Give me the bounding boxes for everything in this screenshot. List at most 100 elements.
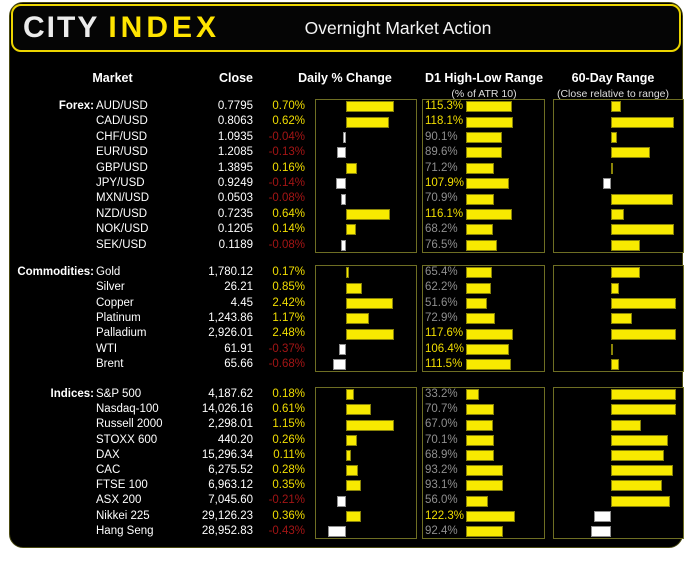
market-name: Copper (96, 296, 134, 309)
d1-pct-value: 72.9% (425, 312, 458, 325)
d1-range-bar (466, 297, 487, 309)
d1-pct-value: 70.7% (425, 403, 458, 416)
daily-change-bar (346, 449, 351, 461)
daily-pct-value: 0.64% (272, 207, 305, 220)
daily-pct-value: 0.70% (272, 100, 305, 112)
market-name: CHF/USD (96, 130, 148, 143)
d1-pct-value: 68.2% (425, 223, 458, 236)
close-value: 0.7795 (217, 100, 253, 112)
d1-pct-value: 65.4% (425, 266, 458, 278)
section-label: Forex: (58, 100, 94, 112)
close-value: 61.91 (224, 342, 253, 355)
daily-change-bar (337, 147, 346, 159)
daily-change-bar (346, 465, 358, 477)
daily-change-bar (346, 209, 390, 220)
daily-change-bar (346, 434, 357, 446)
close-value: 0.1205 (217, 223, 253, 236)
market-name: Brent (96, 358, 124, 371)
market-name: EUR/USD (96, 146, 148, 159)
market-name: NOK/USD (96, 223, 149, 236)
daily-pct-value: -0.43% (268, 524, 305, 537)
market-name: NZD/USD (96, 207, 148, 220)
d1-range-bar (466, 404, 495, 416)
daily-pct-value: 0.17% (272, 266, 305, 278)
daily-change-bar (346, 328, 394, 340)
close-value: 2,926.01 (208, 327, 253, 340)
close-value: 2,298.01 (208, 418, 253, 431)
d1-range-bar (466, 147, 502, 159)
d1-range-bar (466, 178, 510, 190)
market-name: Platinum (96, 312, 141, 325)
close-value: 0.0503 (217, 192, 253, 205)
range60-bar (611, 434, 668, 446)
daily-pct-value: 2.42% (272, 296, 305, 309)
range60-bar (590, 525, 611, 537)
close-value: 1.0935 (217, 130, 253, 143)
section-label: Commodities: (17, 266, 94, 278)
range60-bar (611, 389, 676, 401)
d1-range-bar (466, 239, 497, 251)
d1-range-bar (466, 224, 494, 236)
d1-range-bar (466, 116, 514, 128)
range60-bar (611, 147, 650, 159)
market-name: JPY/USD (96, 177, 145, 189)
range60-bar (611, 465, 673, 477)
daily-pct-value: -0.14% (268, 177, 305, 189)
daily-change-bar (346, 101, 394, 113)
close-value: 4.45 (230, 296, 253, 309)
daily-change-bar (336, 178, 346, 190)
close-value: 26.21 (224, 281, 253, 294)
d1-pct-value: 93.1% (425, 479, 458, 492)
column-header-60day: 60-Day Range (571, 71, 655, 85)
logo-city-text: CITY (23, 11, 100, 44)
close-value: 6,275.52 (208, 464, 253, 476)
market-name: Palladium (96, 327, 147, 340)
daily-pct-value: 1.17% (272, 312, 305, 325)
close-value: 0.8063 (217, 115, 253, 128)
range60-bar (594, 510, 611, 522)
daily-change-bar (346, 116, 389, 128)
column-subheader-d1: (% of ATR 10) (451, 88, 517, 100)
market-name: SEK/USD (96, 238, 147, 251)
market-name: Nasdaq-100 (96, 403, 159, 416)
d1-pct-value: 107.9% (425, 177, 465, 189)
column-header-close: Close (218, 71, 253, 85)
daily-change-bar (332, 359, 346, 371)
d1-range-bar (466, 495, 489, 507)
range60-bar (611, 297, 676, 309)
close-value: 6,963.12 (208, 479, 253, 492)
daily-pct-value: -0.04% (268, 130, 305, 143)
close-value: 15,296.34 (201, 448, 253, 461)
close-value: 4,187.62 (208, 388, 253, 400)
range60-bar (611, 239, 640, 251)
close-value: 14,026.16 (201, 403, 253, 416)
d1-pct-value: 62.2% (425, 281, 458, 294)
daily-pct-value: -0.13% (268, 146, 305, 159)
d1-range-bar (466, 313, 496, 325)
close-value: 1.3895 (217, 161, 253, 174)
market-name: Nikkei 225 (96, 509, 150, 522)
daily-change-bar (340, 239, 346, 251)
d1-pct-value: 90.1% (425, 130, 458, 143)
market-name: WTI (96, 342, 118, 355)
d1-pct-value: 93.2% (425, 464, 458, 476)
range60-bar (611, 116, 675, 128)
close-value: 65.66 (224, 358, 253, 371)
daily-pct-value: -0.08% (268, 192, 305, 205)
daily-change-bar (346, 389, 354, 401)
close-value: 440.20 (217, 433, 253, 446)
range60-bar (611, 162, 613, 174)
close-value: 0.9249 (217, 177, 253, 189)
daily-pct-value: 0.36% (272, 509, 305, 522)
d1-pct-value: 67.0% (425, 418, 458, 431)
d1-pct-value: 111.5% (425, 358, 463, 371)
daily-change-bar (346, 313, 369, 325)
market-name: STOXX 600 (96, 433, 158, 446)
range60-bar (611, 328, 676, 340)
market-name: S&P 500 (96, 388, 142, 400)
close-value: 0.1189 (218, 238, 253, 251)
d1-pct-value: 71.2% (425, 161, 458, 174)
close-value: 7,045.60 (208, 494, 253, 507)
market-name: FTSE 100 (96, 479, 148, 492)
market-name: ASX 200 (96, 494, 142, 507)
